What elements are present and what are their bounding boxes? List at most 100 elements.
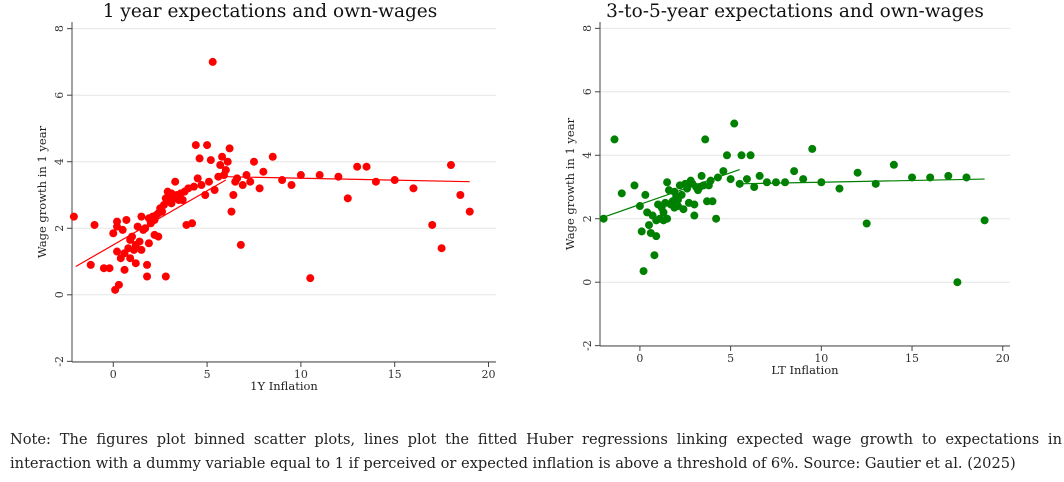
data-point — [229, 191, 238, 199]
x-axis-label: 1Y Inflation — [250, 379, 318, 393]
data-point — [652, 232, 661, 241]
data-point — [353, 162, 362, 171]
data-point — [223, 157, 232, 166]
data-point — [208, 57, 217, 66]
data-point — [637, 227, 646, 236]
data-point — [203, 141, 212, 150]
data-point — [726, 175, 735, 184]
data-point — [817, 178, 826, 187]
data-point — [143, 272, 152, 281]
data-point — [296, 171, 305, 180]
data-point — [171, 177, 180, 186]
data-point — [113, 247, 122, 256]
data-point — [259, 167, 268, 176]
data-point — [114, 280, 123, 289]
data-point — [161, 272, 170, 281]
y-tick-label: 6 — [581, 88, 594, 95]
data-point — [109, 229, 118, 238]
data-point — [105, 264, 114, 273]
data-point — [255, 184, 264, 193]
data-point — [409, 184, 418, 193]
data-point — [644, 221, 653, 230]
x-tick-label: 0 — [636, 352, 643, 365]
chart-title-1yr: 1 year expectations and own-wages — [102, 1, 438, 22]
data-point — [120, 265, 129, 274]
data-point — [730, 119, 739, 128]
y-axis-label: Wage growth in 1 year — [563, 117, 577, 250]
scatter-chart-lt: -2 0 2 4 6 8 0 5 10 15 20 LT Inflation Wage growth i… — [563, 22, 1010, 377]
data-point — [722, 151, 731, 160]
data-point — [962, 173, 971, 182]
fit-line — [739, 178, 985, 185]
data-point — [227, 207, 236, 216]
data-point — [762, 178, 771, 187]
x-tick-label: 10 — [814, 352, 828, 365]
data-point — [242, 171, 251, 180]
data-point — [191, 141, 200, 150]
data-point — [246, 177, 255, 186]
data-point — [799, 175, 808, 184]
data-point — [635, 202, 644, 211]
data-point — [610, 135, 619, 144]
data-point — [390, 176, 399, 185]
data-point — [735, 179, 744, 188]
data-point — [137, 245, 146, 254]
data-point — [690, 200, 699, 209]
data-point — [137, 212, 146, 221]
y-tick-label: 0 — [581, 279, 594, 286]
data-point — [683, 184, 692, 193]
data-point — [679, 205, 688, 214]
data-point — [206, 156, 215, 165]
data-point — [118, 225, 127, 234]
data-point — [221, 166, 230, 175]
data-point — [706, 176, 715, 185]
data-point — [835, 184, 844, 193]
data-point — [755, 171, 764, 180]
y-tick-label: 2 — [581, 215, 594, 222]
data-point — [204, 177, 213, 186]
data-point — [144, 239, 153, 248]
data-point — [126, 254, 135, 263]
data-point — [371, 177, 380, 186]
data-point — [677, 190, 686, 199]
data-point — [926, 173, 935, 182]
data-point — [306, 274, 315, 283]
y-tick-label: 6 — [53, 92, 66, 99]
data-point — [690, 211, 699, 220]
data-point — [599, 214, 608, 223]
data-point — [889, 160, 898, 169]
x-tick-label: 5 — [727, 352, 734, 365]
x-tick-label: 0 — [110, 368, 117, 381]
data-point — [853, 168, 862, 177]
data-point — [737, 151, 746, 160]
data-point — [456, 191, 465, 199]
data-point — [195, 154, 204, 163]
x-tick-label: 15 — [905, 352, 919, 365]
y-tick-label: 8 — [581, 25, 594, 32]
data-point — [210, 186, 219, 195]
data-point — [641, 190, 650, 199]
data-point — [465, 207, 474, 216]
y-tick-label: -2 — [581, 340, 594, 351]
data-point — [128, 232, 137, 241]
data-point — [193, 174, 202, 183]
data-point — [790, 167, 799, 176]
data-point — [713, 173, 722, 182]
x-tick-label: 20 — [481, 368, 495, 381]
data-point — [697, 171, 706, 180]
data-point — [808, 144, 817, 153]
data-point — [719, 167, 728, 176]
data-point — [980, 216, 989, 225]
data-point — [663, 214, 672, 223]
data-point — [343, 194, 352, 203]
data-point — [143, 260, 152, 269]
data-point — [908, 173, 917, 182]
data-point — [236, 240, 245, 249]
data-point — [862, 219, 871, 228]
data-point — [158, 207, 167, 216]
data-point — [131, 259, 140, 268]
data-point — [268, 152, 277, 161]
data-point — [122, 215, 131, 224]
data-point — [871, 179, 880, 188]
data-point — [771, 178, 780, 187]
